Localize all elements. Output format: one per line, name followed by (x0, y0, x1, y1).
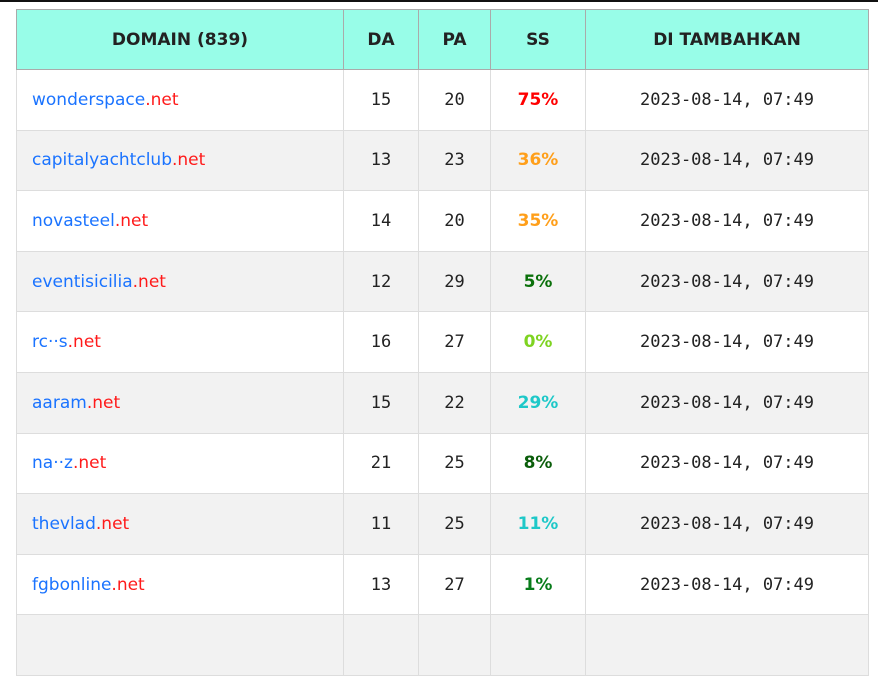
table-row: na··z.net 21 25 8% 2023-08-14, 07:49 (16, 432, 869, 495)
header-domain[interactable]: DOMAIN (839) (16, 9, 344, 70)
domain-table: DOMAIN (839) DA PA SS DI TAMBAHKAN wonde… (16, 9, 869, 676)
pa-cell: 20 (418, 69, 491, 131)
domain-name[interactable]: novasteel (32, 210, 115, 231)
domain-name[interactable]: capitalyachtclub (32, 150, 172, 171)
table-row: aaram.net 15 22 29% 2023-08-14, 07:49 (16, 371, 869, 434)
domain-cell[interactable]: aaram.net (16, 371, 344, 434)
ss-cell: 29% (490, 371, 586, 434)
added-cell: 2023-08-14, 07:49 (585, 553, 869, 616)
domain-name[interactable]: aaram (32, 392, 87, 413)
added-cell: 2023-08-14, 07:49 (585, 129, 869, 192)
top-border (0, 0, 878, 2)
domain-name[interactable]: eventisicilia (32, 271, 133, 292)
domain-cell[interactable]: na··z.net (16, 432, 344, 495)
added-cell: 2023-08-14, 07:49 (585, 190, 869, 252)
header-added[interactable]: DI TAMBAHKAN (585, 9, 869, 70)
domain-tld[interactable]: .net (114, 210, 149, 231)
domain-name[interactable]: fgbonline (32, 574, 112, 595)
header-ss[interactable]: SS (490, 9, 586, 70)
domain-name[interactable]: thevlad (32, 513, 96, 534)
table-row: fgbonline.net 13 27 1% 2023-08-14, 07:49 (16, 553, 869, 616)
domain-tld[interactable]: .net (67, 332, 101, 353)
ss-cell: 36% (490, 129, 586, 192)
da-cell: 15 (343, 69, 419, 131)
added-cell: 2023-08-14, 07:49 (585, 69, 869, 131)
domain-tld[interactable]: .net (132, 271, 166, 292)
da-cell: 12 (343, 250, 419, 313)
domain-cell[interactable]: wonderspace.net (16, 69, 344, 131)
pa-cell: 25 (418, 432, 491, 495)
ss-cell: 11% (490, 493, 586, 555)
ss-cell: 0% (490, 311, 586, 373)
domain-cell[interactable]: novasteel.net (16, 190, 344, 252)
added-cell: 2023-08-14, 07:49 (585, 493, 869, 555)
domain-name[interactable]: wonderspace (32, 89, 146, 110)
pa-cell: 27 (418, 553, 491, 616)
domain-tld[interactable]: .net (111, 574, 145, 595)
pa-cell: 23 (418, 129, 491, 192)
pa-cell: 27 (418, 311, 491, 373)
ss-cell: 5% (490, 250, 586, 313)
ss-cell: 1% (490, 553, 586, 616)
domain-tld[interactable]: .net (171, 150, 206, 171)
table-row: wonderspace.net 15 20 75% 2023-08-14, 07:49 (16, 69, 869, 131)
table-row-partial (16, 614, 869, 676)
domain-cell[interactable]: capitalyachtclub.net (16, 129, 344, 192)
table-row: capitalyachtclub.net 13 23 36% 2023-08-14, 0… (16, 129, 869, 192)
ss-cell: 8% (490, 432, 586, 495)
domain-cell[interactable]: eventisicilia.net (16, 250, 344, 313)
table-row: rc··s.net 16 27 0% 2023-08-14, 07:49 (16, 311, 869, 373)
table-row: thevlad.net 11 25 11% 2023-08-14, 07:49 (16, 493, 869, 555)
added-cell: 2023-08-14, 07:49 (585, 311, 869, 373)
domain-tld[interactable]: .net (95, 513, 130, 534)
da-cell: 13 (343, 129, 419, 192)
pa-cell: 29 (418, 250, 491, 313)
header-pa[interactable]: PA (418, 9, 491, 70)
da-cell: 13 (343, 553, 419, 616)
pa-cell: 25 (418, 493, 491, 555)
da-cell: 11 (343, 493, 419, 555)
domain-cell[interactable]: thevlad.net (16, 493, 344, 555)
table-header: DOMAIN (839) DA PA SS DI TAMBAHKAN (16, 9, 869, 70)
domain-cell[interactable]: fgbonline.net (16, 553, 344, 616)
header-da[interactable]: DA (343, 9, 419, 70)
da-cell: 14 (343, 190, 419, 252)
domain-name[interactable]: rc··s (32, 332, 68, 353)
added-cell: 2023-08-14, 07:49 (585, 432, 869, 495)
da-cell: 16 (343, 311, 419, 373)
domain-tld[interactable]: .net (72, 453, 107, 474)
domain-tld[interactable]: .net (86, 392, 121, 413)
domain-cell[interactable]: rc··s.net (16, 311, 344, 373)
pa-cell: 22 (418, 371, 491, 434)
domain-name[interactable]: na··z (32, 453, 73, 474)
added-cell: 2023-08-14, 07:49 (585, 250, 869, 313)
ss-cell: 75% (490, 69, 586, 131)
domain-tld[interactable]: .net (145, 89, 179, 110)
da-cell: 15 (343, 371, 419, 434)
ss-cell: 35% (490, 190, 586, 252)
da-cell: 21 (343, 432, 419, 495)
table-row: eventisicilia.net 12 29 5% 2023-08-14, 07:49 (16, 250, 869, 313)
pa-cell: 20 (418, 190, 491, 252)
table-row: novasteel.net 14 20 35% 2023-08-14, 07:49 (16, 190, 869, 252)
added-cell: 2023-08-14, 07:49 (585, 371, 869, 434)
